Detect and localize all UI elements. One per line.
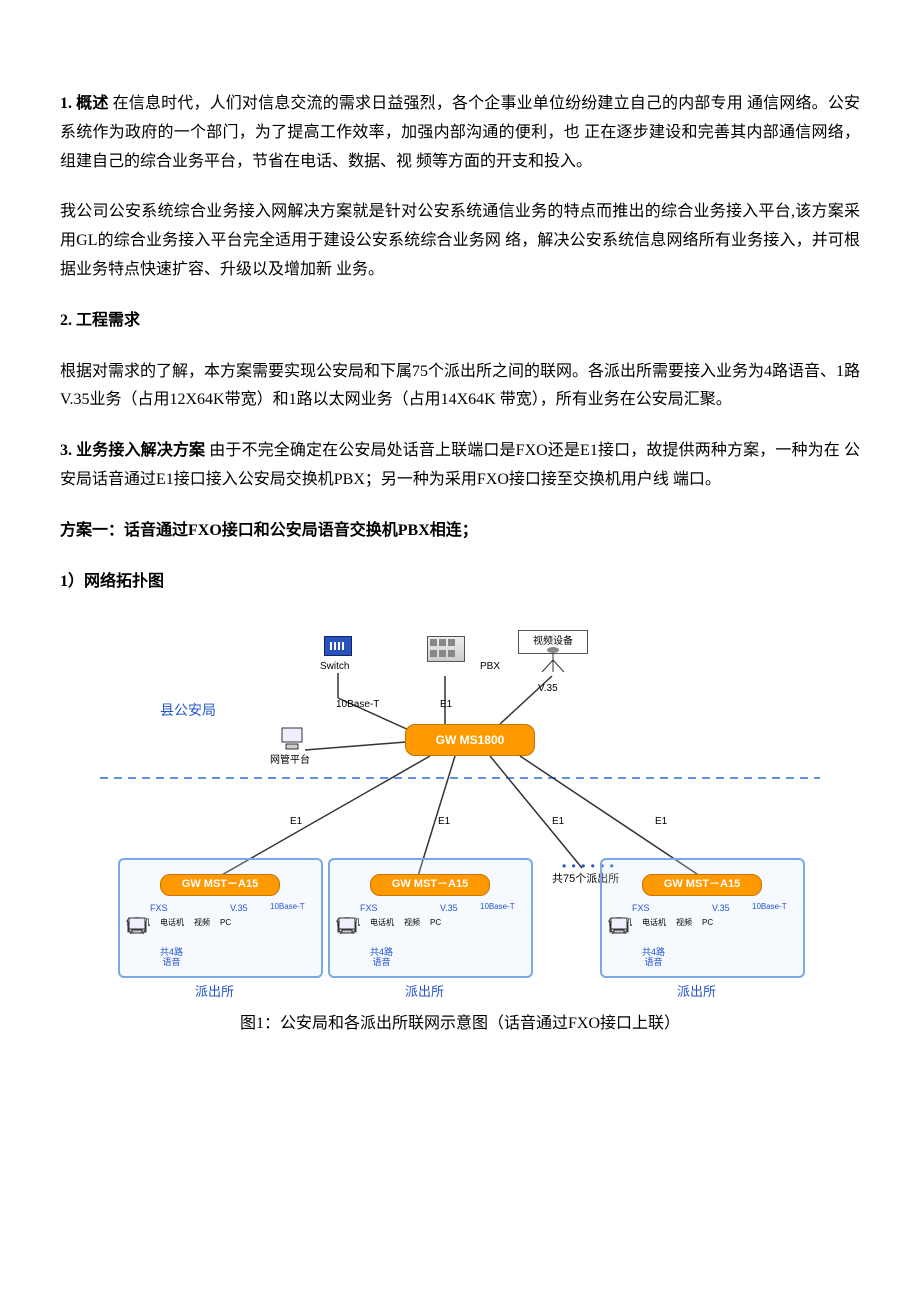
dev-row-1: 传真机 电话机 视频 PC	[126, 916, 231, 930]
para-req: 根据对需求的了解，本方案需要实现公安局和下属75个派出所之间的联网。各派出所需要…	[60, 358, 860, 416]
figure-caption: 图1：公安局和各派出所联网示意图（话音通过FXO接口上联）	[60, 1010, 860, 1039]
eth-3: 10Base-T	[752, 900, 787, 914]
para-overview: 1. 概述 在信息时代，人们对信息交流的需求日益强烈，各个企事业单位纷纷建立自己…	[60, 90, 860, 176]
dev-row-2: 传真机 电话机 视频 PC	[336, 916, 441, 930]
branch-label-3: 派出所	[677, 980, 716, 1003]
branch-node-3: GW MST－A15	[642, 874, 762, 896]
phone-icon: 电话机	[160, 916, 184, 930]
v35-top-label: V.35	[538, 680, 558, 698]
fxs-1: FXS	[150, 900, 168, 916]
v35-1: V.35	[230, 900, 248, 916]
voice4-3: 共4路 语音	[642, 948, 665, 968]
e1-top-label: E1	[440, 696, 452, 714]
eth-label: 10Base-T	[336, 696, 379, 714]
phone-icon: 电话机	[642, 916, 666, 930]
pc-icon: PC	[430, 916, 441, 930]
v35-3: V.35	[712, 900, 730, 916]
pc-icon: PC	[220, 916, 231, 930]
e1-label-3: E1	[552, 813, 564, 831]
branch-label-1: 派出所	[195, 980, 234, 1003]
section-3-lead: 3. 业务接入解决方案	[60, 442, 209, 459]
eth-1: 10Base-T	[270, 900, 305, 914]
video-icon: 视频	[404, 916, 420, 930]
eth-2: 10Base-T	[480, 900, 515, 914]
org-main-label: 县公安局	[160, 698, 216, 723]
section-1-lead: 1. 概述	[60, 95, 113, 112]
voice4-1: 共4路 语音	[160, 948, 183, 968]
pbx-label: PBX	[480, 658, 500, 676]
v35-2: V.35	[440, 900, 458, 916]
video-icon: 视频	[194, 916, 210, 930]
switch-label: Switch	[320, 658, 349, 676]
section-2-heading: 2. 工程需求	[60, 307, 860, 336]
network-diagram: 县公安局 Switch PBX E1 视频设备 V.35 10Base-T 网管…	[100, 618, 820, 996]
center-node: GW MS1800	[405, 724, 535, 756]
dev-row-3: 传真机 电话机 视频 PC	[608, 916, 713, 930]
video-icon: 视频	[676, 916, 692, 930]
topo-heading: 1）网络拓扑图	[60, 568, 860, 597]
voice4-2: 共4路 语音	[370, 948, 393, 968]
plan1-heading: 方案一：话音通过FXO接口和公安局语音交换机PBX相连；	[60, 517, 860, 546]
e1-label-4: E1	[655, 813, 667, 831]
para-solution: 3. 业务接入解决方案 由于不完全确定在公安局处话音上联端口是FXO还是E1接口…	[60, 437, 860, 495]
pc-icon: PC	[702, 916, 713, 930]
pbx-icon	[427, 636, 465, 662]
phone-icon: 电话机	[370, 916, 394, 930]
e1-label-1: E1	[290, 813, 302, 831]
branch-node-2: GW MST－A15	[370, 874, 490, 896]
fxs-2: FXS	[360, 900, 378, 916]
nms-label: 网管平台	[270, 752, 310, 770]
fxs-3: FXS	[632, 900, 650, 916]
branch-label-2: 派出所	[405, 980, 444, 1003]
branch-node-1: GW MST－A15	[160, 874, 280, 896]
para-intro2: 我公司公安系统综合业务接入网解决方案就是针对公安系统通信业务的特点而推出的综合业…	[60, 198, 860, 284]
e1-label-2: E1	[438, 813, 450, 831]
section-1-body: 在信息时代，人们对信息交流的需求日益强烈，各个企事业单位纷纷建立自己的内部专用 …	[60, 95, 860, 170]
